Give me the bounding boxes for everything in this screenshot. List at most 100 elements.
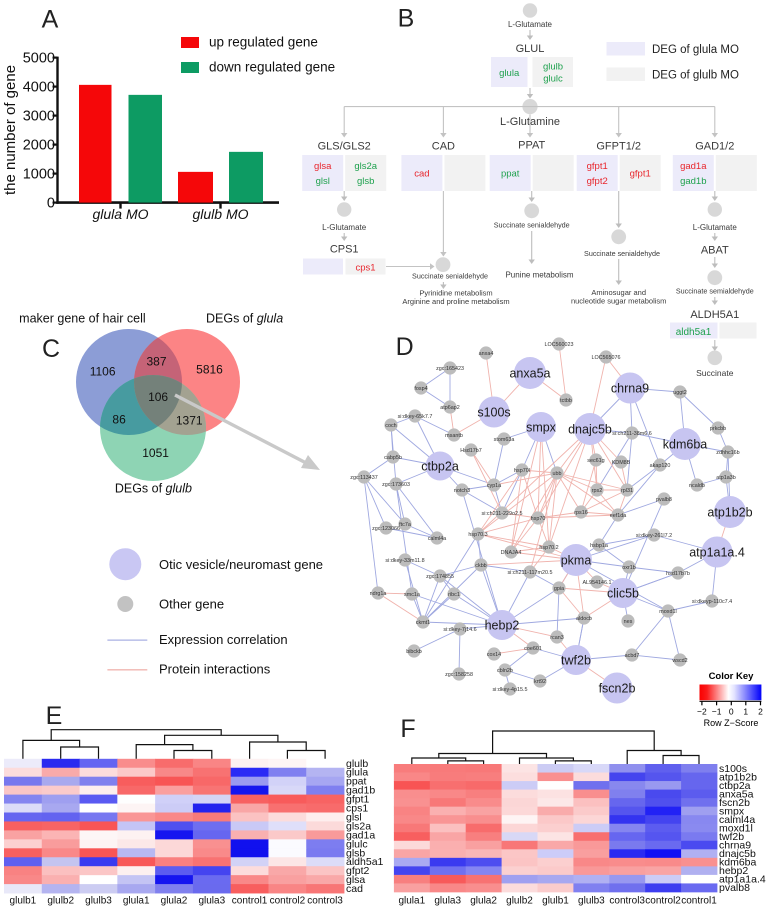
svg-text:zgc:123066: zgc:123066 <box>372 526 400 532</box>
svg-text:the number of gene: the number of gene <box>2 65 19 195</box>
svg-text:glula2: glula2 <box>470 896 497 907</box>
svg-text:clic5b: clic5b <box>607 587 639 601</box>
svg-text:387: 387 <box>146 355 166 369</box>
svg-text:si:ch211-38m6.6: si:ch211-38m6.6 <box>612 431 651 437</box>
svg-text:calml4a: calml4a <box>428 536 447 542</box>
svg-text:glulc: glulc <box>346 838 368 850</box>
svg-text:up regulated gene: up regulated gene <box>209 35 318 50</box>
svg-text:twf2b: twf2b <box>719 831 744 843</box>
svg-text:E: E <box>46 702 63 730</box>
svg-text:nucleotide sugar metabolism: nucleotide sugar metabolism <box>571 296 666 305</box>
svg-text:ribc1: ribc1 <box>448 592 460 598</box>
svg-text:calml4a: calml4a <box>719 814 755 826</box>
svg-text:DEG of glula MO: DEG of glula MO <box>652 44 739 56</box>
svg-text:ALDH5A1: ALDH5A1 <box>690 309 739 321</box>
svg-text:oxr1b: oxr1b <box>622 565 636 571</box>
svg-text:sec61g: sec61g <box>587 458 604 464</box>
svg-text:glulb: glulb <box>346 758 368 770</box>
svg-text:kdm6ba: kdm6ba <box>719 857 757 869</box>
svg-text:control2: control2 <box>270 896 306 907</box>
svg-text:LOC560023: LOC560023 <box>544 342 573 348</box>
svg-text:ftc7a: ftc7a <box>399 522 411 528</box>
svg-text:DNAJA4: DNAJA4 <box>501 550 522 556</box>
svg-text:2: 2 <box>758 707 763 717</box>
svg-text:pvalb8: pvalb8 <box>719 882 750 894</box>
svg-text:106: 106 <box>148 390 168 404</box>
svg-text:glulb2: glulb2 <box>47 896 74 907</box>
svg-text:control3: control3 <box>609 896 645 907</box>
svg-text:anxa4: anxa4 <box>479 351 494 357</box>
svg-text:gfpt1: gfpt1 <box>630 169 651 180</box>
svg-text:zgc:165423: zgc:165423 <box>436 366 464 372</box>
svg-text:si:dkeyp-110c7.4: si:dkeyp-110c7.4 <box>692 599 732 605</box>
svg-text:Color Key: Color Key <box>709 671 755 682</box>
svg-text:cox14: cox14 <box>487 652 501 658</box>
svg-text:coe601: coe601 <box>524 646 542 652</box>
svg-text:gad1a: gad1a <box>680 161 707 172</box>
svg-text:hebp2: hebp2 <box>719 865 748 877</box>
svg-text:smc1a: smc1a <box>404 592 420 598</box>
svg-text:glsa: glsa <box>314 161 332 172</box>
svg-text:L-Glutamate: L-Glutamate <box>508 20 553 29</box>
svg-text:pkma: pkma <box>561 554 592 568</box>
svg-text:glula1: glula1 <box>398 896 425 907</box>
svg-text:cps1: cps1 <box>355 263 375 274</box>
svg-text:glula MO: glula MO <box>92 206 148 222</box>
svg-text:s100s: s100s <box>719 763 747 775</box>
svg-text:ABAT: ABAT <box>701 245 729 257</box>
svg-text:hsp70.2: hsp70.2 <box>539 545 558 551</box>
svg-text:1: 1 <box>743 707 748 717</box>
svg-text:GFPT1/2: GFPT1/2 <box>596 141 641 153</box>
svg-text:glula2: glula2 <box>161 896 188 907</box>
svg-text:si:dkey-33m11.8: si:dkey-33m11.8 <box>385 558 424 564</box>
svg-text:zgc:113437: zgc:113437 <box>350 475 377 481</box>
svg-text:B: B <box>398 5 415 33</box>
svg-text:chrna9: chrna9 <box>719 840 751 852</box>
svg-text:1371: 1371 <box>176 414 203 428</box>
svg-text:atp6ap2: atp6ap2 <box>440 405 460 411</box>
svg-text:si:dkey-261l7.2: si:dkey-261l7.2 <box>636 533 672 539</box>
svg-text:CAD: CAD <box>432 141 455 153</box>
svg-text:atp1a3b: atp1a3b <box>716 475 736 481</box>
svg-text:down regulated gene: down regulated gene <box>209 60 335 75</box>
svg-text:Protein interactions: Protein interactions <box>159 661 271 676</box>
svg-text:Row Z−Score: Row Z−Score <box>704 718 759 728</box>
svg-text:fscn2b: fscn2b <box>719 797 750 809</box>
svg-text:AL954146.1: AL954146.1 <box>582 580 611 586</box>
svg-text:F: F <box>400 715 415 743</box>
svg-text:hebp2: hebp2 <box>485 619 520 633</box>
svg-text:gls2a: gls2a <box>354 161 377 172</box>
svg-text:glsl: glsl <box>346 812 362 824</box>
svg-text:glsb: glsb <box>357 176 374 187</box>
svg-text:tctbb: tctbb <box>560 398 572 404</box>
svg-text:glula3: glula3 <box>198 896 225 907</box>
svg-text:Succinate senialdehyde: Succinate senialdehyde <box>584 249 660 258</box>
svg-text:pvalb8: pvalb8 <box>656 497 672 503</box>
svg-text:si:ch211-117m20.5: si:ch211-117m20.5 <box>507 570 552 576</box>
svg-text:fscn2b: fscn2b <box>599 682 636 696</box>
svg-text:Aminosugar and: Aminosugar and <box>591 288 646 297</box>
svg-text:Expression correlation: Expression correlation <box>159 632 288 647</box>
svg-text:gad1b: gad1b <box>346 785 375 797</box>
svg-text:Pyrinidine metabolism: Pyrinidine metabolism <box>419 289 492 298</box>
svg-text:glulb3: glulb3 <box>578 896 605 907</box>
svg-text:Succinate semialdehyde: Succinate semialdehyde <box>676 287 754 296</box>
svg-text:zgc:173603: zgc:173603 <box>382 482 410 488</box>
svg-text:3000: 3000 <box>23 109 55 125</box>
svg-text:glula1: glula1 <box>123 896 150 907</box>
svg-text:Punine metabolism: Punine metabolism <box>505 271 573 280</box>
svg-text:L-Glutamate: L-Glutamate <box>322 223 367 232</box>
svg-text:rcan3: rcan3 <box>550 635 564 641</box>
svg-text:si:ch211-229o2.5: si:ch211-229o2.5 <box>482 511 523 517</box>
svg-text:atp1a1a.4: atp1a1a.4 <box>689 546 745 560</box>
svg-text:ckmt1: ckmt1 <box>416 620 430 626</box>
svg-text:gfpt1: gfpt1 <box>587 161 608 172</box>
svg-text:1000: 1000 <box>23 167 55 183</box>
svg-text:dnajc5b: dnajc5b <box>719 848 756 860</box>
svg-text:acbd7: acbd7 <box>625 653 640 659</box>
svg-text:glulb: glulb <box>543 62 563 73</box>
svg-text:glula: glula <box>346 767 368 779</box>
svg-text:atp1b2b: atp1b2b <box>707 506 752 520</box>
svg-text:C: C <box>42 335 60 363</box>
svg-text:gad1a: gad1a <box>346 829 375 841</box>
